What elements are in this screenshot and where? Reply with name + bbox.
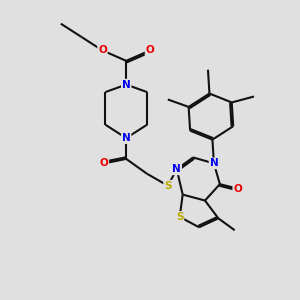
Text: N: N bbox=[122, 133, 130, 143]
Text: O: O bbox=[146, 45, 154, 56]
Text: S: S bbox=[176, 212, 184, 222]
Text: O: O bbox=[98, 45, 107, 56]
Text: N: N bbox=[172, 164, 181, 174]
Text: N: N bbox=[122, 80, 130, 90]
Text: O: O bbox=[100, 158, 108, 168]
Text: S: S bbox=[164, 181, 172, 191]
Text: O: O bbox=[233, 184, 242, 194]
Text: N: N bbox=[209, 158, 218, 168]
